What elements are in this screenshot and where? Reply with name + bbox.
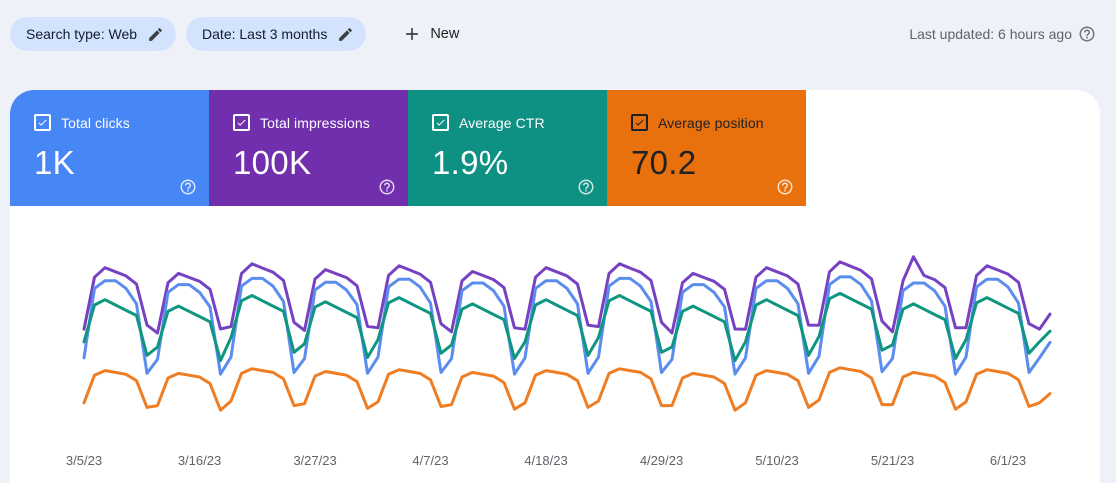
help-icon[interactable] xyxy=(776,178,794,196)
metric-label: Average position xyxy=(658,114,764,131)
new-filter-button[interactable]: New xyxy=(394,18,467,50)
toolbar: Search type: Web Date: Last 3 months New… xyxy=(0,0,1116,68)
metric-card-average-ctr[interactable]: Average CTR 1.9% xyxy=(408,90,607,206)
card-head: Average position xyxy=(631,114,806,131)
x-tick-label: 4/7/23 xyxy=(412,453,449,468)
metric-card-total-clicks[interactable]: Total clicks 1K xyxy=(10,90,209,206)
edit-icon xyxy=(149,27,162,41)
card-head: Average CTR xyxy=(432,114,607,131)
checkbox-checked-icon[interactable] xyxy=(432,114,449,131)
metric-label: Average CTR xyxy=(459,114,545,131)
search-type-chip[interactable]: Search type: Web xyxy=(10,17,177,51)
series-clicks xyxy=(82,275,1052,376)
metric-card-total-impressions[interactable]: Total impressions 100K xyxy=(209,90,408,206)
x-tick-label: 3/27/23 xyxy=(293,453,337,468)
x-tick-label: 4/29/23 xyxy=(639,453,684,468)
x-tick-label: 3/5/23 xyxy=(65,453,103,468)
metric-value: 100K xyxy=(233,144,312,181)
card-head: Total clicks xyxy=(34,114,209,131)
x-tick-label: 5/21/23 xyxy=(870,453,915,468)
x-tick-label: 4/18/23 xyxy=(524,453,568,468)
metric-card-average-position[interactable]: Average position 70.2 xyxy=(607,90,806,206)
x-axis-labels: 3/5/23 3/16/23 3/27/23 4/7/23 4/18/23 4/29/23… xyxy=(10,453,1100,471)
checkbox-checked-icon[interactable] xyxy=(34,114,51,131)
metric-cards-row: Total clicks 1K Total impressions 100K A… xyxy=(10,90,1100,206)
plus-icon xyxy=(406,28,419,40)
series-impressions xyxy=(82,255,1052,335)
metric-value: 1K xyxy=(34,144,75,181)
metric-value: 70.2 xyxy=(631,144,697,181)
x-tick-label: 5/10/23 xyxy=(755,453,799,468)
checkbox-checked-icon[interactable] xyxy=(233,114,250,131)
checkbox-checked-icon[interactable] xyxy=(631,114,648,131)
x-tick-label: 3/16/23 xyxy=(177,453,222,468)
new-filter-label: New xyxy=(430,26,460,42)
date-filter-chip-label: Date: Last 3 months xyxy=(202,26,328,42)
metric-value: 1.9% xyxy=(432,144,509,181)
help-icon[interactable] xyxy=(179,178,197,196)
last-updated-text: Last updated: 6 hours ago xyxy=(909,26,1072,42)
help-icon[interactable] xyxy=(378,178,396,196)
help-icon[interactable] xyxy=(577,178,595,196)
series-ctr xyxy=(82,291,1052,363)
card-head: Total impressions xyxy=(233,114,408,131)
search-type-chip-label: Search type: Web xyxy=(26,26,138,42)
last-updated: Last updated: 6 hours ago xyxy=(909,25,1096,43)
performance-panel: Total clicks 1K Total impressions 100K A… xyxy=(10,90,1100,483)
metric-label: Total impressions xyxy=(260,114,370,131)
date-filter-chip[interactable]: Date: Last 3 months xyxy=(186,17,367,51)
x-tick-label: 6/1/23 xyxy=(989,453,1027,468)
series-position xyxy=(82,366,1052,412)
metric-label: Total clicks xyxy=(61,114,130,131)
edit-icon xyxy=(339,27,353,41)
help-icon[interactable] xyxy=(1078,25,1096,43)
performance-line-chart[interactable] xyxy=(10,240,1100,480)
